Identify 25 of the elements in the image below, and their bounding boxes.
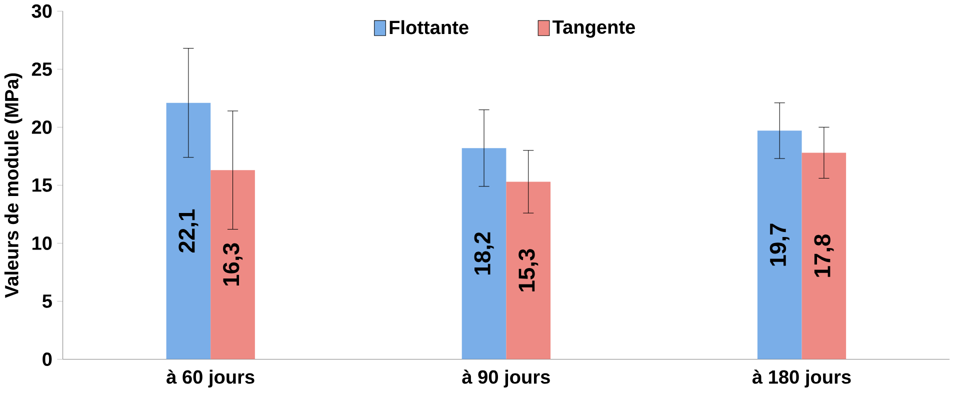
bar bbox=[757, 130, 802, 360]
y-tick-label: 25 bbox=[32, 62, 52, 76]
y-tick-label: 15 bbox=[32, 178, 52, 192]
y-axis-title: Valeurs de module (MPa) bbox=[4, 73, 22, 298]
bar bbox=[506, 182, 551, 360]
y-tick-label: 10 bbox=[32, 236, 52, 250]
x-tick-label: à 60 jours bbox=[166, 369, 254, 388]
x-tick-label: à 180 jours bbox=[752, 369, 851, 388]
y-tick-label: 0 bbox=[42, 352, 52, 366]
data-label: 17,8 bbox=[814, 234, 834, 277]
y-tick-label: 30 bbox=[32, 4, 52, 18]
legend-label: Tangente bbox=[552, 20, 635, 38]
bar bbox=[210, 170, 255, 360]
data-label: 22,1 bbox=[178, 209, 198, 252]
bar bbox=[462, 148, 506, 360]
y-tick-label: 5 bbox=[42, 294, 52, 308]
bar bbox=[166, 102, 211, 360]
bar bbox=[802, 152, 846, 360]
y-tick-label: 20 bbox=[32, 120, 52, 134]
data-label: 18,2 bbox=[474, 232, 494, 274]
legend-label: Flottante bbox=[390, 20, 468, 34]
data-label: 15,3 bbox=[518, 248, 538, 292]
x-tick-label: à 90 jours bbox=[462, 369, 550, 388]
data-label: 19,7 bbox=[770, 224, 790, 266]
data-label: 16,3 bbox=[223, 243, 243, 286]
